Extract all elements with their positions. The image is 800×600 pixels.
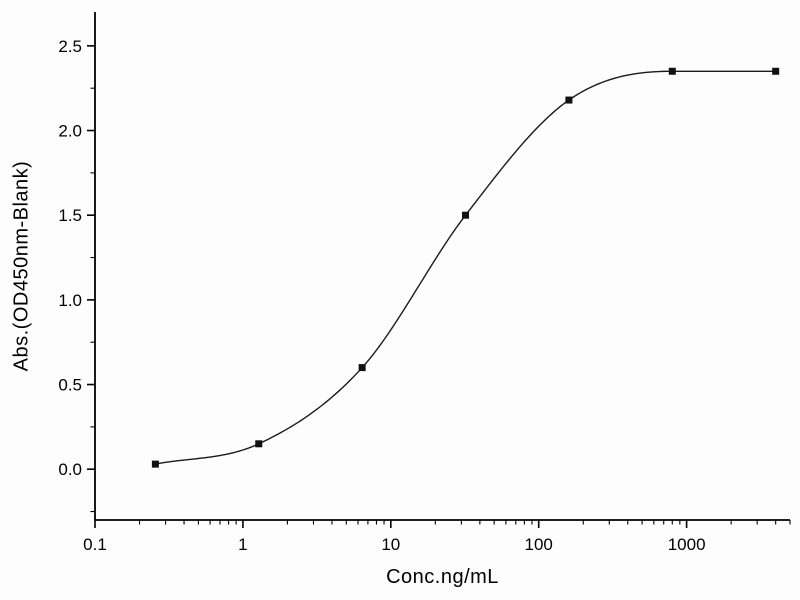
data-point	[151, 460, 159, 468]
x-tick-label: 10	[381, 535, 400, 554]
y-axis-title: Abs.(OD450nm-Blank)	[10, 160, 33, 372]
data-point	[255, 440, 263, 448]
y-tick-label: 0.5	[58, 376, 82, 395]
data-point	[668, 67, 676, 75]
x-tick-label: 100	[525, 535, 553, 554]
data-point	[462, 211, 470, 219]
y-tick-label: 0.0	[58, 460, 82, 479]
x-tick-label: 1	[238, 535, 247, 554]
y-tick-label: 1.0	[58, 291, 82, 310]
data-point	[565, 96, 573, 104]
fit-curve	[155, 70, 776, 465]
y-tick-label: 2.5	[58, 37, 82, 56]
data-point	[358, 364, 366, 372]
data-point	[772, 67, 780, 75]
x-axis-title: Conc.ng/mL	[386, 566, 499, 588]
x-tick-label: 1000	[668, 535, 706, 554]
x-tick-label: 0.1	[83, 535, 107, 554]
y-tick-label: 1.5	[58, 206, 82, 225]
y-tick-label: 2.0	[58, 122, 82, 141]
